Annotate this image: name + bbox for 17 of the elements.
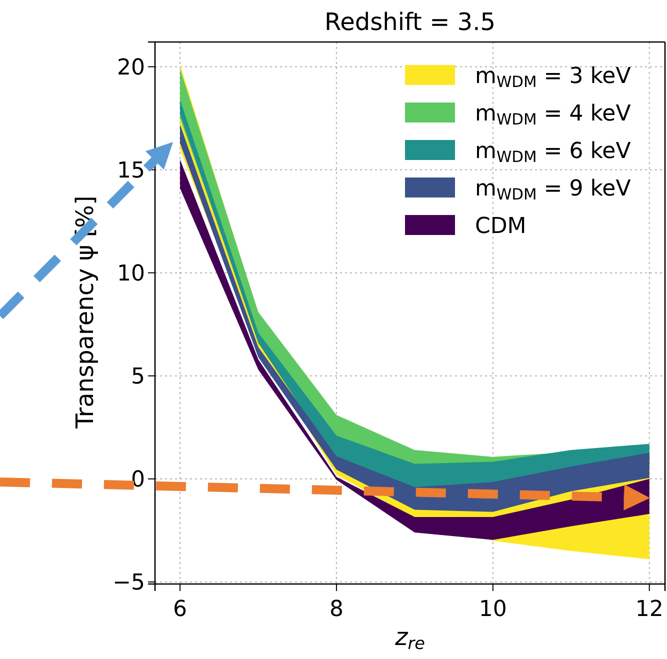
y-tick-label: −5 — [112, 570, 145, 596]
x-tick-label: 12 — [635, 597, 664, 622]
y-tick-label: 15 — [117, 158, 145, 184]
legend-label: CDM — [475, 214, 526, 239]
y-tick-label: 0 — [131, 468, 145, 493]
legend-label: m$_{WDM}$ = 9 keV — [475, 176, 631, 204]
legend-label: m$_{WDM}$ = 6 keV — [475, 139, 631, 166]
y-tick-label: 20 — [117, 55, 145, 80]
x-tick-label: 6 — [173, 597, 188, 622]
x-axis-title: z$_{re}$ — [394, 623, 425, 654]
chart-title: Redshift = 3.5 — [324, 8, 496, 36]
y-tick-label: 10 — [117, 262, 145, 287]
y-tick-label: 5 — [131, 364, 145, 390]
x-tick-label: 10 — [478, 597, 507, 622]
legend-label: m$_{WDM}$ = 4 keV — [475, 102, 631, 128]
x-tick-label: 8 — [329, 597, 344, 622]
legend-label: m$_{WDM}$ = 3 keV — [475, 64, 631, 91]
